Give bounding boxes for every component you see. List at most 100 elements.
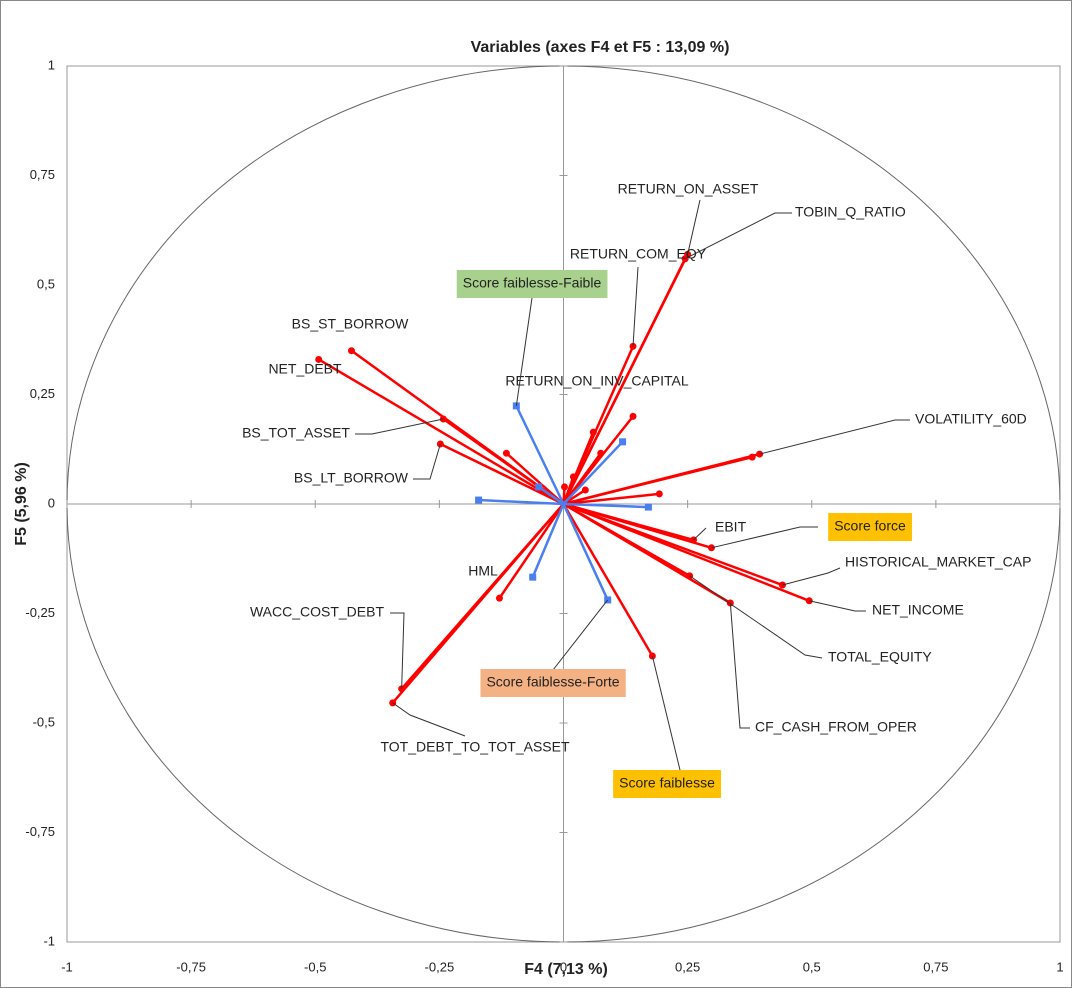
y-tick-label: -0,5 bbox=[33, 714, 55, 729]
label-box bbox=[480, 669, 626, 697]
point-label: BS_TOT_ASSET bbox=[242, 425, 350, 441]
point bbox=[560, 483, 568, 491]
leader-line bbox=[651, 655, 681, 771]
point-label: Score faiblesse-Faible bbox=[463, 275, 602, 291]
point bbox=[581, 486, 589, 494]
point bbox=[597, 449, 605, 457]
series bbox=[315, 250, 813, 707]
point-label: Score faiblesse bbox=[619, 775, 715, 791]
vector bbox=[537, 485, 565, 506]
x-tick-label: 0,25 bbox=[675, 959, 700, 974]
point-label: TOT_DEBT_TO_TOT_ASSET bbox=[380, 739, 570, 755]
vector bbox=[498, 503, 565, 599]
x-tick-label: -0,5 bbox=[304, 959, 326, 974]
point bbox=[655, 490, 663, 498]
y-tick-label: -0,25 bbox=[25, 605, 55, 620]
leader-line bbox=[684, 212, 792, 260]
vector bbox=[562, 452, 602, 505]
x-tick-label: 0 bbox=[560, 959, 567, 974]
y-tick-label: 0,5 bbox=[37, 276, 55, 291]
vector bbox=[478, 498, 564, 506]
vector bbox=[391, 503, 565, 704]
x-axis-label: F4 (7,13 %) bbox=[524, 961, 608, 978]
y-tick-label: 1 bbox=[48, 57, 55, 72]
y-tick-label: -0,75 bbox=[25, 824, 55, 839]
point bbox=[748, 453, 756, 461]
leader-line bbox=[759, 419, 910, 455]
vector bbox=[562, 258, 687, 505]
leader-line bbox=[689, 575, 823, 659]
point-label: CF_CASH_FROM_OPER bbox=[755, 719, 917, 735]
point-label: BS_ST_BORROW bbox=[292, 316, 409, 332]
y-axis-label: F5 (5,96 %) bbox=[13, 462, 30, 546]
vector bbox=[515, 405, 565, 505]
point bbox=[535, 483, 543, 491]
leader-line bbox=[711, 526, 818, 549]
leader-line bbox=[809, 600, 866, 612]
vector bbox=[562, 502, 731, 605]
vector bbox=[562, 503, 609, 601]
point-label: VOLATILITY_60D bbox=[915, 411, 1027, 427]
leader-line bbox=[413, 443, 441, 480]
point bbox=[315, 355, 323, 363]
vector bbox=[531, 503, 565, 578]
point-label: HML bbox=[468, 563, 498, 579]
x-tick-label: 0,75 bbox=[923, 959, 948, 974]
vector bbox=[563, 502, 712, 549]
point-label: RETURN_ON_ASSET bbox=[618, 181, 759, 197]
point-label: Score force bbox=[834, 518, 906, 534]
leader-line bbox=[390, 612, 405, 689]
vector bbox=[562, 476, 575, 505]
leader-line bbox=[693, 527, 707, 541]
point bbox=[529, 573, 537, 581]
leader-line bbox=[687, 199, 701, 255]
point bbox=[502, 449, 510, 457]
x-tick-label: -0,75 bbox=[176, 959, 206, 974]
label-box bbox=[828, 513, 913, 541]
y-tick-label: 0 bbox=[48, 495, 55, 510]
y-tick-label: -1 bbox=[43, 933, 55, 948]
vector bbox=[318, 358, 565, 506]
point bbox=[569, 473, 577, 481]
leader-line bbox=[355, 418, 444, 435]
point bbox=[644, 503, 652, 511]
point bbox=[347, 347, 355, 355]
chart-title: Variables (axes F4 et F5 : 13,09 %) bbox=[471, 39, 730, 56]
leader-line bbox=[729, 602, 750, 729]
x-tick-label: 1 bbox=[1056, 959, 1063, 974]
point-label: BS_LT_BORROW bbox=[294, 470, 409, 486]
point bbox=[475, 496, 483, 504]
vector bbox=[562, 440, 624, 505]
leader-line bbox=[552, 599, 609, 671]
vector bbox=[563, 502, 810, 602]
leader-line bbox=[392, 702, 466, 737]
point bbox=[495, 594, 503, 602]
vector bbox=[505, 452, 565, 505]
point-label: Score faiblesse-Forte bbox=[486, 674, 619, 690]
leader-line bbox=[782, 567, 841, 586]
x-tick-label: 0,5 bbox=[803, 959, 821, 974]
point-label: RETURN_COM_EQY bbox=[570, 246, 707, 262]
point-label: WACC_COST_DEBT bbox=[250, 604, 385, 620]
y-tick-label: 0,25 bbox=[30, 386, 55, 401]
y-tick-label: 0,75 bbox=[30, 167, 55, 182]
vector bbox=[563, 502, 649, 509]
label-box bbox=[613, 770, 722, 798]
point-label: TOTAL_EQUITY bbox=[828, 649, 932, 665]
x-tick-label: -1 bbox=[61, 959, 73, 974]
point bbox=[589, 428, 597, 436]
point-label: RETURN_ON_INV_CAPITAL bbox=[505, 373, 689, 389]
label-box bbox=[456, 270, 608, 298]
point-label: NET_DEBT bbox=[268, 361, 342, 377]
leader-line bbox=[515, 297, 533, 406]
vector bbox=[563, 492, 660, 506]
vector bbox=[439, 442, 565, 506]
point-label: NET_INCOME bbox=[872, 602, 964, 618]
leader-line bbox=[632, 266, 639, 347]
point-label: TOBIN_Q_RATIO bbox=[795, 204, 906, 220]
x-tick-label: -0,25 bbox=[425, 959, 455, 974]
vector bbox=[563, 455, 753, 506]
point bbox=[629, 412, 637, 420]
